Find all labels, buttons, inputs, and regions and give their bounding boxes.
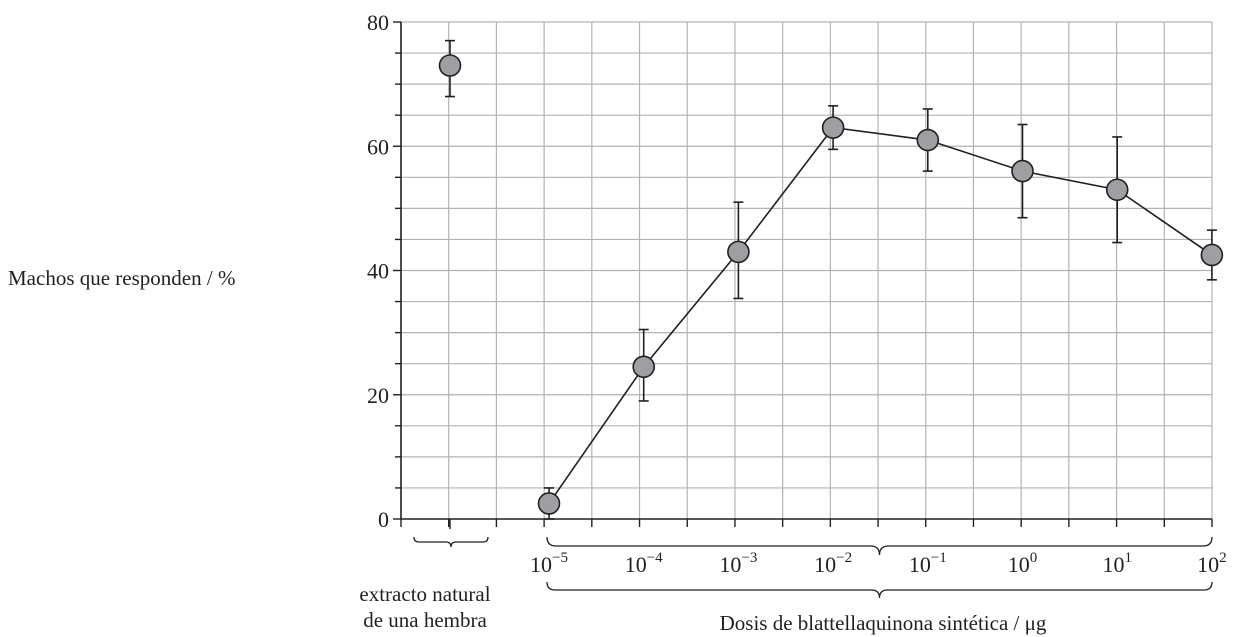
control-label-line1: extracto natural bbox=[359, 582, 490, 606]
labels: extracto natural de una hembra Dosis de … bbox=[359, 582, 1046, 635]
x-tick-label: 101 bbox=[1102, 550, 1132, 577]
data-point bbox=[537, 492, 561, 515]
data-point bbox=[1011, 159, 1034, 183]
data-point bbox=[1105, 178, 1129, 202]
y-tick-label: 40 bbox=[367, 259, 389, 284]
data-point bbox=[727, 240, 750, 264]
brace-dose-lower bbox=[546, 581, 1213, 599]
y-tick-label: 80 bbox=[367, 10, 389, 35]
y-tick-label: 20 bbox=[367, 383, 389, 408]
brace-control bbox=[413, 536, 489, 548]
grid bbox=[401, 21, 1213, 519]
data-point bbox=[1200, 243, 1224, 267]
data-point bbox=[821, 116, 845, 139]
y-tick-label: 0 bbox=[378, 507, 389, 532]
y-ticks: 0 20 40 60 80 bbox=[367, 10, 401, 532]
control-point bbox=[438, 54, 462, 77]
control-label-line2: de una hembra bbox=[363, 608, 487, 632]
data-point bbox=[632, 355, 656, 379]
x-tick-label: 100 bbox=[1008, 550, 1038, 577]
y-tick-label: 60 bbox=[367, 134, 389, 159]
y-axis-label: Machos que responden / % bbox=[8, 266, 236, 290]
x-tick-label: 10−2 bbox=[814, 550, 852, 577]
x-tick-label: 10−1 bbox=[909, 550, 947, 577]
data-point bbox=[916, 128, 940, 152]
series-line bbox=[548, 126, 1213, 504]
series bbox=[438, 39, 1224, 520]
braces bbox=[413, 536, 1213, 599]
x-tick-label: 10−4 bbox=[625, 550, 663, 577]
brace-dose-upper bbox=[546, 536, 1213, 556]
x-ticks: 10−5 10−4 10−3 10−2 10−1 100 101 102 bbox=[400, 519, 1227, 577]
x-tick-label: 10−3 bbox=[719, 550, 757, 577]
x-tick-label: 10−5 bbox=[530, 550, 568, 577]
x-tick-label: 102 bbox=[1197, 550, 1227, 577]
x-axis-label: Dosis de blattellaquinona sintética / μg bbox=[720, 611, 1047, 635]
